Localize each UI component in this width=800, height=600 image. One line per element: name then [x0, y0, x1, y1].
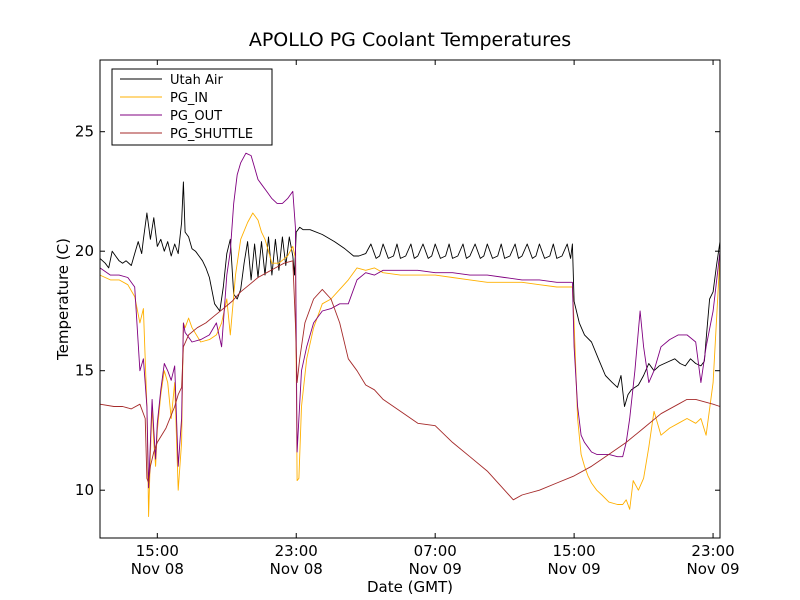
legend: Utah Air PG_IN PG_OUT PG_SHUTTLE	[111, 68, 273, 146]
x-tick-label: 23:00	[275, 542, 318, 560]
series-line-pg-in	[99, 212, 721, 517]
legend-label: PG_IN	[170, 91, 208, 106]
series-line-pg-shuttle	[99, 260, 721, 501]
x-tick-label-date: Nov 09	[409, 560, 462, 578]
y-tick-label: 25	[75, 123, 94, 141]
x-tick-label: 15:00	[136, 542, 179, 560]
x-tick-label-date: Nov 08	[131, 560, 184, 578]
series-line-utah-air	[99, 181, 721, 407]
y-tick-label: 10	[75, 481, 94, 499]
legend-label: PG_OUT	[170, 109, 222, 124]
series-line-pg-out	[99, 152, 721, 489]
chart-title: APOLLO PG Coolant Temperatures	[249, 29, 571, 51]
plot-frame	[99, 59, 721, 539]
y-axis: 10 15 20 25	[75, 123, 720, 499]
y-tick-label: 15	[75, 362, 94, 380]
x-tick-label-date: Nov 08	[270, 560, 323, 578]
y-axis-title: Temperature (C)	[54, 238, 72, 361]
legend-label: PG_SHUTTLE	[170, 127, 253, 142]
x-tick-label-date: Nov 09	[548, 560, 601, 578]
x-tick-label: 15:00	[553, 542, 596, 560]
x-tick-label: 07:00	[414, 542, 457, 560]
x-tick-label: 23:00	[691, 542, 734, 560]
x-tick-label-date: Nov 09	[686, 560, 739, 578]
legend-box	[111, 68, 273, 146]
series-layer	[99, 152, 721, 517]
x-axis-title: Date (GMT)	[367, 578, 453, 596]
legend-label: Utah Air	[170, 73, 223, 88]
y-tick-label: 20	[75, 242, 94, 260]
